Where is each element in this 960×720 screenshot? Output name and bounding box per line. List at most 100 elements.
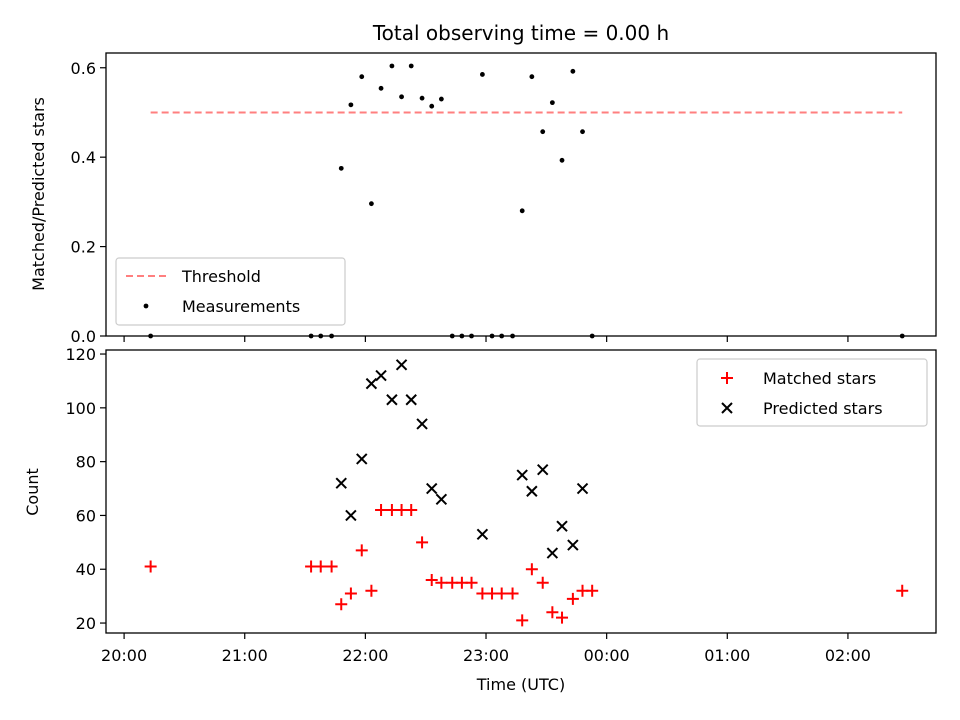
measurement-point [399, 94, 404, 100]
bottom-legend: Matched stars Predicted stars [696, 358, 928, 427]
matched-star-point [556, 611, 569, 624]
matched-stars-legend-marker [721, 372, 733, 384]
matched-star-point [344, 587, 357, 600]
measurements-legend-label: Measurements [182, 297, 300, 316]
predicted-star-point [537, 464, 549, 476]
matched-star-point [355, 544, 368, 557]
predicted-star-point [365, 377, 378, 390]
threshold-legend-label: Threshold [181, 267, 261, 286]
measurement-point [540, 129, 546, 135]
matched-star-point [416, 536, 429, 549]
matched-star-point [896, 584, 909, 597]
predicted-star-point [435, 493, 448, 506]
predicted-star-point [405, 394, 417, 406]
measurement-point [559, 157, 565, 163]
measurement-point [479, 72, 485, 77]
matched-star-point [586, 584, 599, 597]
bottom-y-tick-label: 20 [76, 614, 96, 633]
matched-star-point [425, 574, 438, 587]
bottom-x-axis: 20:00 21:00 22:00 23:00 00:00 01:00 02:00 [101, 633, 871, 665]
x-tick-label: 20:00 [101, 646, 147, 665]
measurement-point [570, 68, 576, 74]
predicted-star-point [516, 469, 528, 481]
measurement-point [369, 201, 374, 207]
bottom-y-tick-label: 80 [76, 453, 96, 472]
measurement-point [429, 103, 435, 109]
top-y-axis-label: Matched/Predicted stars [29, 97, 48, 291]
top-axes-frame [105, 52, 937, 337]
matched-star-point [335, 598, 348, 611]
bottom-y-tick-label: 60 [76, 506, 96, 525]
matched-star-point [435, 576, 448, 589]
matched-star-point [516, 614, 529, 627]
predicted-star-point [335, 477, 347, 489]
predicted-star-point [567, 539, 579, 551]
predicted-star-point [395, 359, 408, 371]
predicted-star-point [426, 482, 438, 495]
measurement-point [580, 129, 585, 135]
measurement-point [529, 74, 535, 80]
matched-star-point [405, 504, 418, 517]
matched-star-point [536, 576, 549, 589]
measurement-point [359, 74, 365, 80]
measurement-point [338, 165, 344, 171]
top-legend-box [115, 257, 346, 326]
measurement-point [438, 96, 444, 102]
matched-stars-legend-label: Matched stars [763, 369, 876, 388]
predicted-star-point [476, 528, 489, 540]
measurement-point [549, 100, 555, 106]
predicted-star-point [556, 520, 568, 532]
x-tick-label: 23:00 [463, 646, 509, 665]
matched-star-point [144, 560, 157, 573]
top-x-axis [123, 336, 849, 342]
top-y-tick-label: 0.2 [71, 238, 96, 257]
bottom-y-axis: 20 40 60 80 100 120 [65, 345, 106, 633]
matched-star-point [314, 560, 327, 573]
matched-star-point [495, 587, 508, 600]
predicted-stars-legend-label: Predicted stars [763, 399, 883, 418]
x-tick-label: 00:00 [584, 646, 630, 665]
measurement-point [419, 95, 425, 101]
predicted-star-point [345, 509, 357, 522]
bottom-y-axis-label: Count [23, 468, 42, 516]
matched-star-point [375, 504, 388, 517]
measurements-legend-marker [143, 303, 149, 309]
top-y-tick-label: 0.4 [71, 148, 96, 167]
predicted-star-point [526, 485, 538, 497]
predicted-star-point [375, 369, 387, 382]
predicted-star-point [576, 482, 589, 495]
bottom-y-tick-label: 40 [76, 560, 96, 579]
bottom-legend-box [696, 358, 928, 427]
matched-star-point [465, 576, 478, 589]
bottom-y-tick-label: 100 [65, 399, 96, 418]
matched-star-point [566, 592, 579, 605]
measurement-point [348, 102, 354, 108]
bottom-plot-area [144, 359, 909, 627]
predicted-stars-legend-marker [721, 402, 733, 414]
matched-star-point [325, 560, 338, 573]
matched-star-point [546, 606, 559, 619]
x-tick-label: 21:00 [222, 646, 268, 665]
predicted-star-point [386, 394, 398, 406]
matched-star-point [525, 563, 538, 576]
bottom-y-tick-label: 120 [65, 345, 96, 364]
x-tick-label: 02:00 [825, 646, 871, 665]
top-y-tick-label: 0.6 [71, 59, 96, 78]
matched-star-point [506, 587, 519, 600]
measurement-point [519, 208, 525, 214]
predicted-star-point [546, 547, 559, 559]
bottom-x-axis-label: Time (UTC) [476, 675, 565, 694]
top-chart-title: Total observing time = 0.00 h [372, 21, 669, 45]
x-tick-label: 22:00 [342, 646, 388, 665]
measurement-point [378, 85, 384, 91]
top-y-tick-label: 0.0 [71, 327, 96, 346]
matched-star-point [365, 584, 378, 597]
bottom-axes-frame [105, 349, 937, 634]
measurement-point [408, 63, 414, 69]
top-y-axis: 0.0 0.2 0.4 0.6 [71, 59, 106, 346]
predicted-star-point [356, 453, 368, 465]
x-tick-label: 01:00 [704, 646, 750, 665]
predicted-star-point [416, 418, 428, 430]
top-legend: Threshold Measurements [115, 257, 346, 326]
